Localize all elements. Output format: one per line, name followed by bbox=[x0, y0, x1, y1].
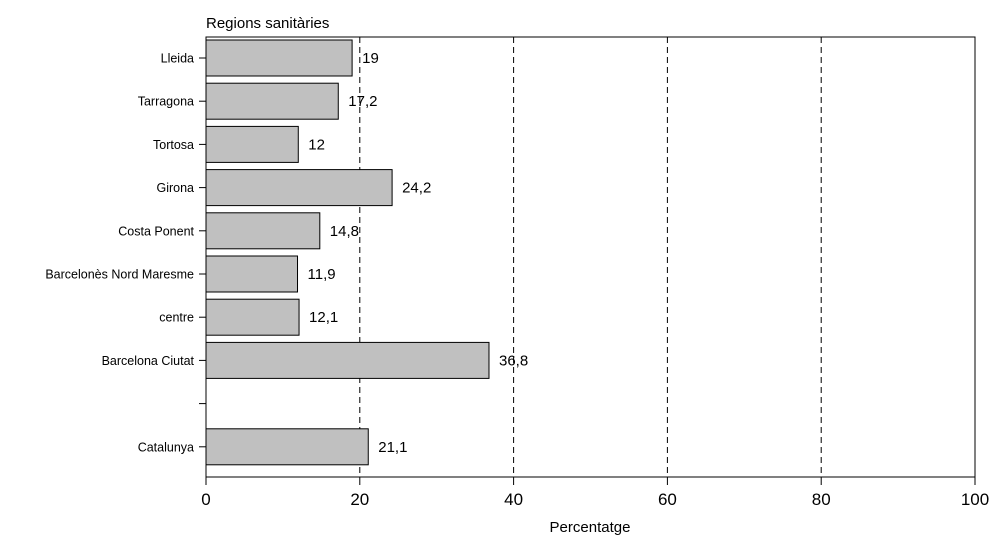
category-label: Girona bbox=[156, 181, 194, 195]
category-label: Costa Ponent bbox=[118, 224, 194, 238]
data-label: 11,9 bbox=[308, 266, 336, 283]
chart-title: Regions sanitàries bbox=[206, 15, 329, 32]
category-label: centre bbox=[159, 311, 194, 325]
x-tick-label: 100 bbox=[961, 490, 989, 509]
x-tick-label: 80 bbox=[812, 490, 831, 509]
data-label: 24,2 bbox=[402, 180, 431, 197]
bar bbox=[205, 169, 393, 207]
category-label: Catalunya bbox=[138, 440, 194, 454]
x-axis: 0 20 40 60 80 100 bbox=[201, 477, 989, 509]
bar bbox=[205, 341, 490, 379]
plot-frame bbox=[205, 36, 976, 478]
bars: 19 17,2 12 24,2 14,8 11,9 12,1 36,8 21,1 bbox=[205, 39, 528, 466]
bar bbox=[205, 82, 339, 120]
bar bbox=[205, 255, 299, 293]
data-label: 12,1 bbox=[309, 309, 338, 326]
x-axis-title: Percentatge bbox=[550, 519, 631, 536]
bar bbox=[205, 428, 369, 466]
x-tick-label: 0 bbox=[201, 490, 210, 509]
bar bbox=[205, 298, 300, 336]
data-label: 19 bbox=[362, 50, 379, 67]
category-label: Tortosa bbox=[153, 138, 194, 152]
x-tick-label: 40 bbox=[504, 490, 523, 509]
data-label: 17,2 bbox=[348, 93, 377, 110]
data-label: 21,1 bbox=[378, 439, 407, 456]
data-label: 12 bbox=[308, 136, 325, 153]
data-label: 36,8 bbox=[499, 352, 528, 369]
x-tick-label: 20 bbox=[350, 490, 369, 509]
grid-lines bbox=[359, 37, 822, 477]
category-label: Barcelona Ciutat bbox=[102, 354, 195, 368]
bar bbox=[205, 212, 321, 250]
category-label: Tarragona bbox=[138, 95, 194, 109]
bar bbox=[205, 39, 353, 77]
category-label: Barcelonès Nord Maresme bbox=[45, 268, 194, 282]
y-axis: Lleida Tarragona Tortosa Girona Costa Ponent… bbox=[45, 52, 206, 454]
x-tick-label: 60 bbox=[658, 490, 677, 509]
bar bbox=[205, 125, 299, 163]
category-label: Lleida bbox=[161, 52, 194, 66]
data-label: 14,8 bbox=[330, 223, 359, 240]
